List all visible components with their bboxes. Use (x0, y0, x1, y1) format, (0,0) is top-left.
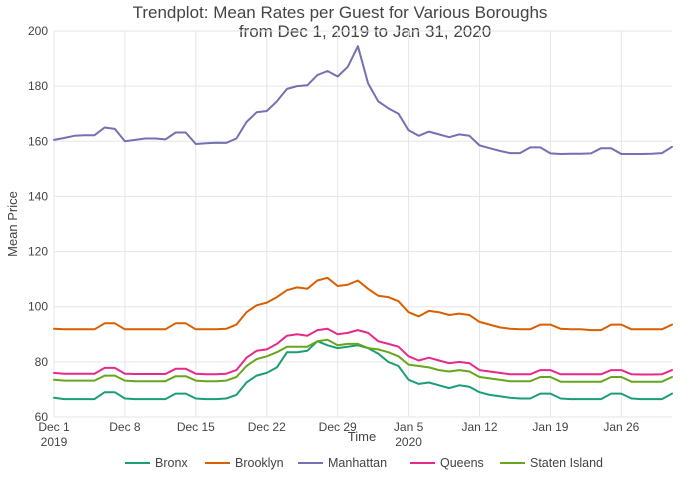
x-tick-label: Dec 8 (109, 420, 141, 434)
y-tick-label: 100 (28, 300, 48, 314)
y-tick-label: 120 (28, 245, 48, 259)
x-axis-label: Time (348, 429, 376, 444)
x-tick-label: Dec 22 (248, 420, 286, 434)
y-tick-label: 60 (35, 410, 49, 424)
legend-item-bronx: Bronx (125, 456, 188, 470)
y-tick-label: 200 (28, 24, 48, 38)
x-tick-label: Dec 29 (319, 420, 357, 434)
series-line-brooklyn (53, 276, 673, 332)
series-line-staten-island (53, 338, 673, 383)
series-line-manhattan (53, 45, 673, 155)
y-tick-label: 140 (28, 189, 48, 203)
x-tick-label: Dec 1 (38, 420, 70, 434)
x-tick-label: Jan 12 (461, 420, 497, 434)
y-axis-ticks: 60 80 100 120 140 160 180 200 (28, 24, 48, 424)
legend-item-queens: Queens (410, 456, 484, 470)
x-tick-label: Jan 19 (532, 420, 568, 434)
legend-item-brooklyn: Brooklyn (205, 456, 284, 470)
series-line-bronx (53, 340, 673, 401)
legend-label: Queens (440, 456, 484, 470)
y-tick-label: 180 (28, 79, 48, 93)
x-tick-sublabel: 2020 (395, 435, 422, 449)
legend-label: Manhattan (328, 456, 387, 470)
legend-item-manhattan: Manhattan (298, 456, 387, 470)
x-tick-label: Dec 15 (177, 420, 215, 434)
y-tick-label: 160 (28, 134, 48, 148)
x-tick-sublabel: 2019 (41, 435, 68, 449)
y-axis-label: Mean Price (5, 191, 20, 257)
series-lines (53, 45, 673, 401)
legend: Bronx Brooklyn Manhattan Queens Staten Islan… (125, 456, 603, 470)
legend-label: Bronx (155, 456, 188, 470)
legend-label: Brooklyn (235, 456, 284, 470)
x-tick-label: Jan 5 (394, 420, 424, 434)
x-tick-label: Jan 26 (603, 420, 639, 434)
series-line-queens (53, 327, 673, 376)
legend-label: Staten Island (530, 456, 603, 470)
chart-title: Trendplot: Mean Rates per Guest for Vari… (133, 3, 548, 22)
legend-item-staten-island: Staten Island (500, 456, 603, 470)
y-tick-label: 80 (35, 355, 49, 369)
grid-lines (53, 30, 672, 418)
